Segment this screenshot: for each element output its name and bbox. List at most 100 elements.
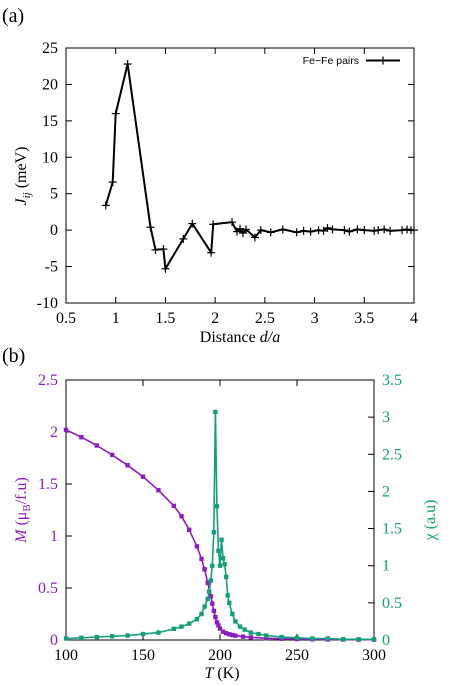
- data-point-magnetization: [214, 620, 220, 625]
- x-tick-label-a: 0.5: [56, 310, 76, 327]
- data-point-a: [314, 226, 323, 235]
- data-point-a: [266, 228, 275, 237]
- data-point-a: [108, 178, 117, 187]
- data-point-magnetization: [140, 474, 146, 479]
- data-point-susceptibility: [156, 630, 161, 635]
- axis-ticks-a: [65, 47, 415, 304]
- data-point-a: [151, 245, 160, 254]
- data-point-a: [374, 226, 383, 235]
- x-tick-label-a: 4: [410, 310, 418, 327]
- series-line-magnetization: [65, 429, 374, 641]
- data-point-susceptibility: [225, 593, 230, 598]
- data-point-susceptibility: [356, 637, 361, 642]
- data-point-susceptibility: [222, 562, 227, 567]
- data-point-magnetization: [227, 632, 232, 637]
- data-point-magnetization: [210, 601, 215, 606]
- data-point-a: [207, 248, 216, 257]
- data-point-susceptibility: [210, 563, 215, 568]
- y-left-rest: /f.u): [13, 477, 30, 504]
- panel-label-a: (a): [2, 5, 24, 27]
- x-axis-label-a-var: d/a: [260, 329, 280, 346]
- series-line-susceptibility: [65, 411, 374, 641]
- series-b: [63, 409, 377, 642]
- data-point-susceptibility: [125, 633, 130, 638]
- y-axis-label-a: Jij (meV): [13, 147, 33, 206]
- data-point-magnetization: [233, 633, 238, 638]
- data-point-a: [398, 226, 407, 235]
- data-point-a: [299, 226, 308, 235]
- data-point-magnetization: [205, 580, 210, 585]
- data-point-magnetization: [179, 514, 184, 519]
- data-point-susceptibility: [371, 637, 377, 642]
- data-point-susceptibility: [230, 611, 235, 617]
- x-axis-label-b-unit: (K): [213, 665, 239, 682]
- data-point-magnetization: [248, 635, 253, 640]
- data-point-magnetization: [213, 614, 218, 620]
- data-point-a: [323, 223, 332, 232]
- y-axis-label-a-var: J: [13, 198, 30, 206]
- data-point-susceptibility: [79, 635, 84, 640]
- data-point-susceptibility: [211, 530, 217, 535]
- data-point-a: [250, 233, 259, 242]
- data-point-magnetization: [79, 435, 84, 440]
- y-left-var: M: [13, 528, 30, 544]
- x-tick-label-b: 100: [54, 647, 78, 664]
- data-point-a: [340, 226, 349, 235]
- data-point-magnetization: [202, 567, 207, 572]
- data-point-a: [345, 227, 354, 236]
- y-tick-label-right-b: 3.5: [382, 372, 402, 389]
- data-point-susceptibility: [94, 634, 99, 640]
- data-point-a: [380, 225, 389, 234]
- plot-frame-a: [65, 47, 415, 304]
- x-tick-label-a: 1: [112, 310, 120, 327]
- y-tick-label-a: 15: [42, 113, 58, 130]
- y-tick-label-a: 5: [50, 186, 58, 203]
- data-point-a: [111, 109, 120, 118]
- data-point-a: [256, 226, 265, 235]
- data-point-a: [228, 218, 237, 227]
- data-point-susceptibility: [325, 636, 330, 641]
- y-tick-label-left-b: 2.5: [38, 372, 58, 389]
- data-point-magnetization: [156, 488, 161, 493]
- data-point-susceptibility: [310, 636, 315, 641]
- legend-a: Fe−Fe pairs: [303, 55, 400, 67]
- x-axis-label-a: Distance d/a: [200, 329, 280, 346]
- series-a: [101, 60, 418, 273]
- y-tick-label-a: 20: [42, 76, 58, 93]
- x-axis-label-b-var: T: [204, 665, 214, 682]
- chart-b: 100 150 200 250 30000.511.522.500.511.522.53…: [13, 372, 439, 682]
- data-point-a: [159, 245, 168, 254]
- data-point-magnetization: [110, 452, 115, 458]
- data-point-susceptibility: [220, 556, 226, 561]
- data-point-magnetization: [230, 632, 235, 638]
- y-axis-label-a-sub: ij: [21, 192, 33, 198]
- data-point-susceptibility: [202, 604, 207, 609]
- y-tick-label-left-b: 0.5: [38, 580, 58, 597]
- data-point-a: [101, 201, 110, 210]
- data-point-susceptibility: [216, 548, 221, 554]
- y-tick-label-a: 25: [42, 40, 58, 57]
- y-tick-label-left-b: 2: [50, 424, 58, 441]
- data-point-a: [353, 225, 362, 234]
- x-axis-label-b: T (K): [204, 665, 239, 682]
- chart-a: 0.5 1 1.5 2 2.5 3 3.5 4 -10 -5 0 5 10 15 20 25 Fe−Fe pa…: [13, 40, 418, 346]
- data-point-susceptibility: [223, 574, 229, 580]
- data-point-magnetization: [125, 463, 130, 468]
- data-point-susceptibility: [171, 626, 176, 632]
- y-axis-label-left-b: M (μB/f.u): [13, 477, 33, 544]
- data-point-susceptibility: [217, 563, 223, 568]
- data-point-a: [386, 226, 395, 235]
- data-point-a: [410, 226, 418, 235]
- y-tick-label-right-b: 1.5: [382, 521, 402, 538]
- data-point-a: [360, 226, 369, 235]
- data-point-magnetization: [187, 527, 192, 532]
- data-point-a: [188, 219, 197, 228]
- data-point-magnetization: [216, 623, 221, 628]
- y-tick-label-right-b: 2.5: [382, 446, 402, 463]
- plot-frame-b: [65, 379, 375, 641]
- tick-labels-a: 0.5 1 1.5 2 2.5 3 3.5 4 -10 -5 0 5 10 15 20 25: [37, 40, 418, 327]
- x-axis-label-a-prefix: Distance: [200, 329, 260, 346]
- y-tick-label-right-b: 2: [382, 483, 390, 500]
- data-point-a: [403, 225, 412, 234]
- data-point-susceptibility: [233, 619, 238, 624]
